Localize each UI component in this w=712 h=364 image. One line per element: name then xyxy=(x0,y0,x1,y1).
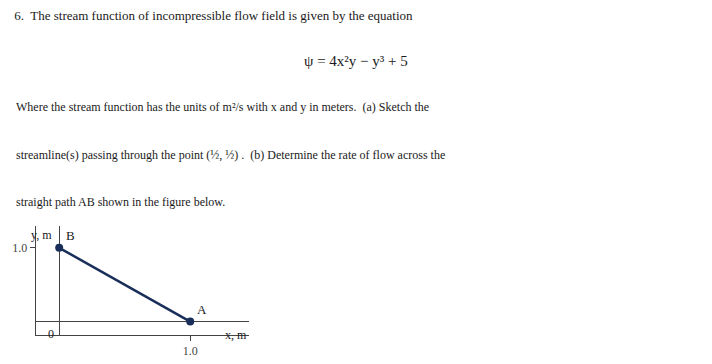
svg-text:1.0: 1.0 xyxy=(183,344,198,358)
svg-text:x, m: x, m xyxy=(225,328,247,342)
svg-text:0: 0 xyxy=(48,327,54,341)
svg-text:y, m: y, m xyxy=(31,228,52,242)
svg-text:streamline(s) passing through: streamline(s) passing through the point … xyxy=(16,148,445,162)
svg-text:Where the stream function has: Where the stream function has the units … xyxy=(16,100,429,114)
svg-text:1.0: 1.0 xyxy=(12,241,27,255)
svg-text:ψ = 4x²y − y³ + 5: ψ = 4x²y − y³ + 5 xyxy=(304,53,408,69)
svg-text:A: A xyxy=(197,302,207,317)
svg-text:6. The stream function of inc: 6. The stream function of incompressible… xyxy=(14,8,413,23)
svg-text:straight path AB shown in the: straight path AB shown in the figure bel… xyxy=(16,195,225,209)
svg-text:B: B xyxy=(66,228,75,243)
